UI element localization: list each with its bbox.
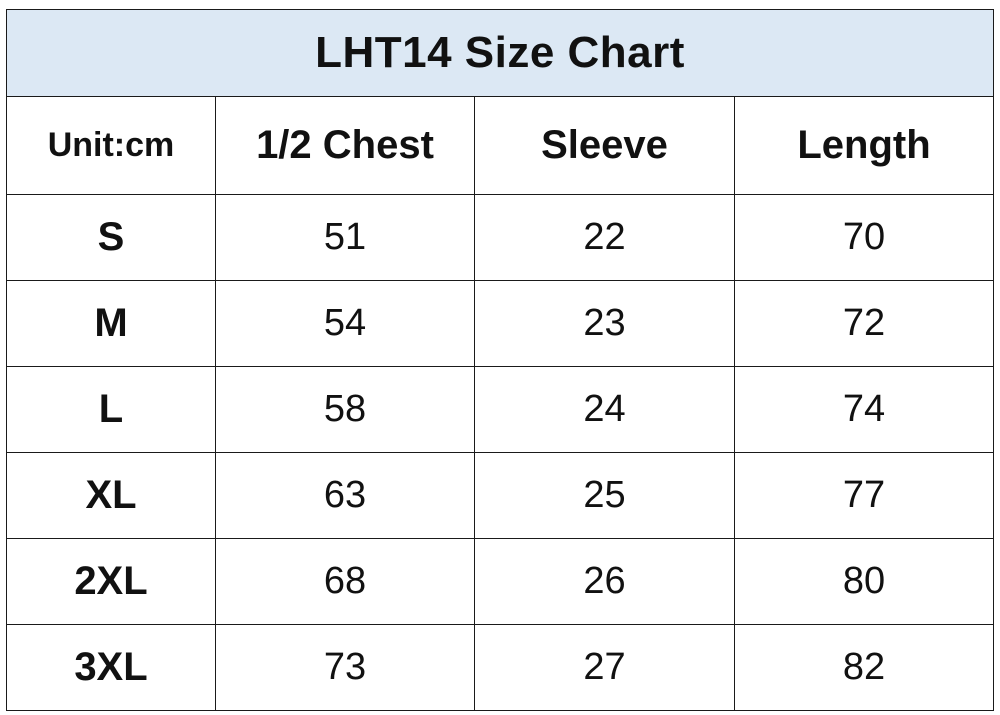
sleeve-value: 23	[474, 280, 735, 367]
size-label: XL	[6, 452, 216, 539]
size-label: S	[6, 194, 216, 281]
chest-header: 1/2 Chest	[215, 96, 475, 195]
header-row: Unit:cm 1/2 Chest Sleeve Length	[6, 96, 994, 195]
table-row: L 58 24 74	[6, 366, 994, 453]
length-header: Length	[734, 96, 994, 195]
size-label: 3XL	[6, 624, 216, 711]
size-label: 2XL	[6, 538, 216, 625]
chart-title: LHT14 Size Chart	[6, 9, 994, 97]
sleeve-header: Sleeve	[474, 96, 735, 195]
unit-header: Unit:cm	[6, 96, 216, 195]
table-row: 3XL 73 27 82	[6, 624, 994, 711]
length-value: 72	[734, 280, 994, 367]
sleeve-value: 24	[474, 366, 735, 453]
table-row: M 54 23 72	[6, 280, 994, 367]
length-value: 77	[734, 452, 994, 539]
table-row: XL 63 25 77	[6, 452, 994, 539]
length-value: 80	[734, 538, 994, 625]
size-label: M	[6, 280, 216, 367]
size-label: L	[6, 366, 216, 453]
chest-value: 51	[215, 194, 475, 281]
length-value: 70	[734, 194, 994, 281]
size-chart-table: LHT14 Size Chart Unit:cm 1/2 Chest Sleev…	[6, 9, 994, 711]
title-row: LHT14 Size Chart	[6, 9, 994, 97]
length-value: 82	[734, 624, 994, 711]
chest-value: 58	[215, 366, 475, 453]
table-row: S 51 22 70	[6, 194, 994, 281]
sleeve-value: 26	[474, 538, 735, 625]
table-row: 2XL 68 26 80	[6, 538, 994, 625]
chest-value: 73	[215, 624, 475, 711]
chest-value: 63	[215, 452, 475, 539]
chest-value: 68	[215, 538, 475, 625]
chest-value: 54	[215, 280, 475, 367]
sleeve-value: 25	[474, 452, 735, 539]
sleeve-value: 22	[474, 194, 735, 281]
sleeve-value: 27	[474, 624, 735, 711]
length-value: 74	[734, 366, 994, 453]
